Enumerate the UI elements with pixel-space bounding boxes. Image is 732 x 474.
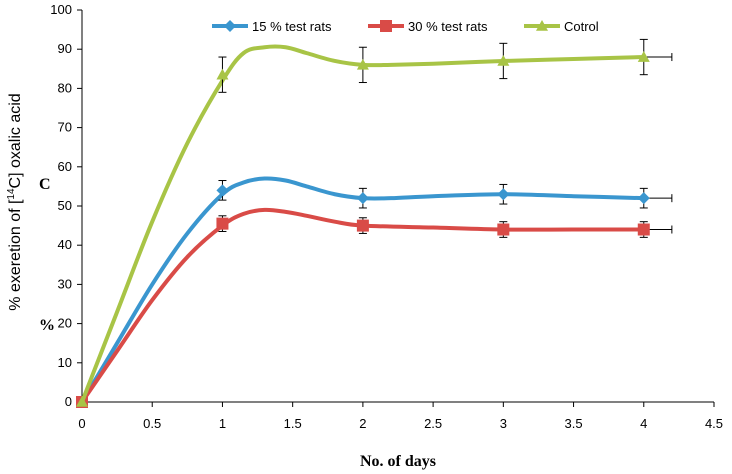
y-tick-label: 10 <box>58 355 72 370</box>
y-tick-label: 40 <box>58 237 72 252</box>
x-tick-label: 3.5 <box>565 416 583 431</box>
data-point <box>497 188 510 201</box>
y-axis-label-suffix: C] oxalic acid <box>7 93 24 188</box>
x-tick-label: 0 <box>78 416 85 431</box>
data-point <box>536 20 548 31</box>
data-point <box>637 51 650 62</box>
data-point <box>216 68 229 80</box>
plot-area: 0 10 20 30 40 50 60 70 80 90 100 0 0.5 1 1.5 2 2.5 3 3.5 4… <box>50 2 723 431</box>
data-point <box>497 54 510 66</box>
x-tick-label: 1 <box>219 416 226 431</box>
x-tick-label: 0.5 <box>143 416 161 431</box>
series-2 <box>76 207 673 408</box>
x-tick-label: 3 <box>500 416 507 431</box>
data-point <box>76 396 88 407</box>
series-1 <box>76 176 673 408</box>
data-point <box>216 217 229 230</box>
y-ticks: 0 10 20 30 40 50 60 70 80 90 100 <box>50 2 82 409</box>
data-point <box>224 20 236 32</box>
data-point <box>216 184 229 197</box>
series-layer <box>76 38 673 408</box>
y-tick-label: 100 <box>50 2 72 17</box>
x-axis-label: No. of days <box>360 453 436 470</box>
legend-item-1: 15 % test rats <box>212 19 332 34</box>
x-ticks: 0 0.5 1 1.5 2 2.5 3 3.5 4 4.5 <box>78 402 723 431</box>
series-3 <box>76 38 673 407</box>
legend: 15 % test rats 30 % test rats Cotrol <box>212 19 599 34</box>
legend-label: Cotrol <box>564 19 599 34</box>
y-tick-label: 70 <box>58 120 72 135</box>
legend-item-2: 30 % test rats <box>368 19 488 34</box>
legend-label: 30 % test rats <box>408 19 488 34</box>
y-tick-label: 0 <box>65 394 72 409</box>
y-tick-label: 90 <box>58 41 72 56</box>
y-axis-label: % exeretion of [14C] oxalic acid <box>6 93 24 310</box>
data-point <box>356 192 369 205</box>
annotation-c: C <box>39 176 51 193</box>
data-point <box>637 192 650 205</box>
data-point <box>497 223 510 236</box>
y-tick-label: 30 <box>58 276 72 291</box>
series-line <box>80 207 646 404</box>
x-tick-label: 4.5 <box>705 416 723 431</box>
series-line <box>80 44 646 404</box>
annotation-percent: % <box>39 317 55 334</box>
y-tick-label: 50 <box>58 198 72 213</box>
y-axis-label-prefix: % exeretion of [ <box>7 199 24 311</box>
y-axis-label-sup: 14 <box>6 188 17 200</box>
x-tick-label: 4 <box>640 416 647 431</box>
y-tick-label: 80 <box>58 80 72 95</box>
y-tick-label: 60 <box>58 159 72 174</box>
legend-item-3: Cotrol <box>524 19 599 34</box>
series-line <box>80 176 646 404</box>
data-point <box>356 219 369 232</box>
y-tick-label: 20 <box>58 316 72 331</box>
x-tick-label: 2 <box>359 416 366 431</box>
x-tick-label: 1.5 <box>284 416 302 431</box>
x-tick-label: 2.5 <box>424 416 442 431</box>
data-point <box>380 20 392 32</box>
data-point <box>637 223 650 236</box>
legend-label: 15 % test rats <box>252 19 332 34</box>
data-point <box>356 58 369 70</box>
